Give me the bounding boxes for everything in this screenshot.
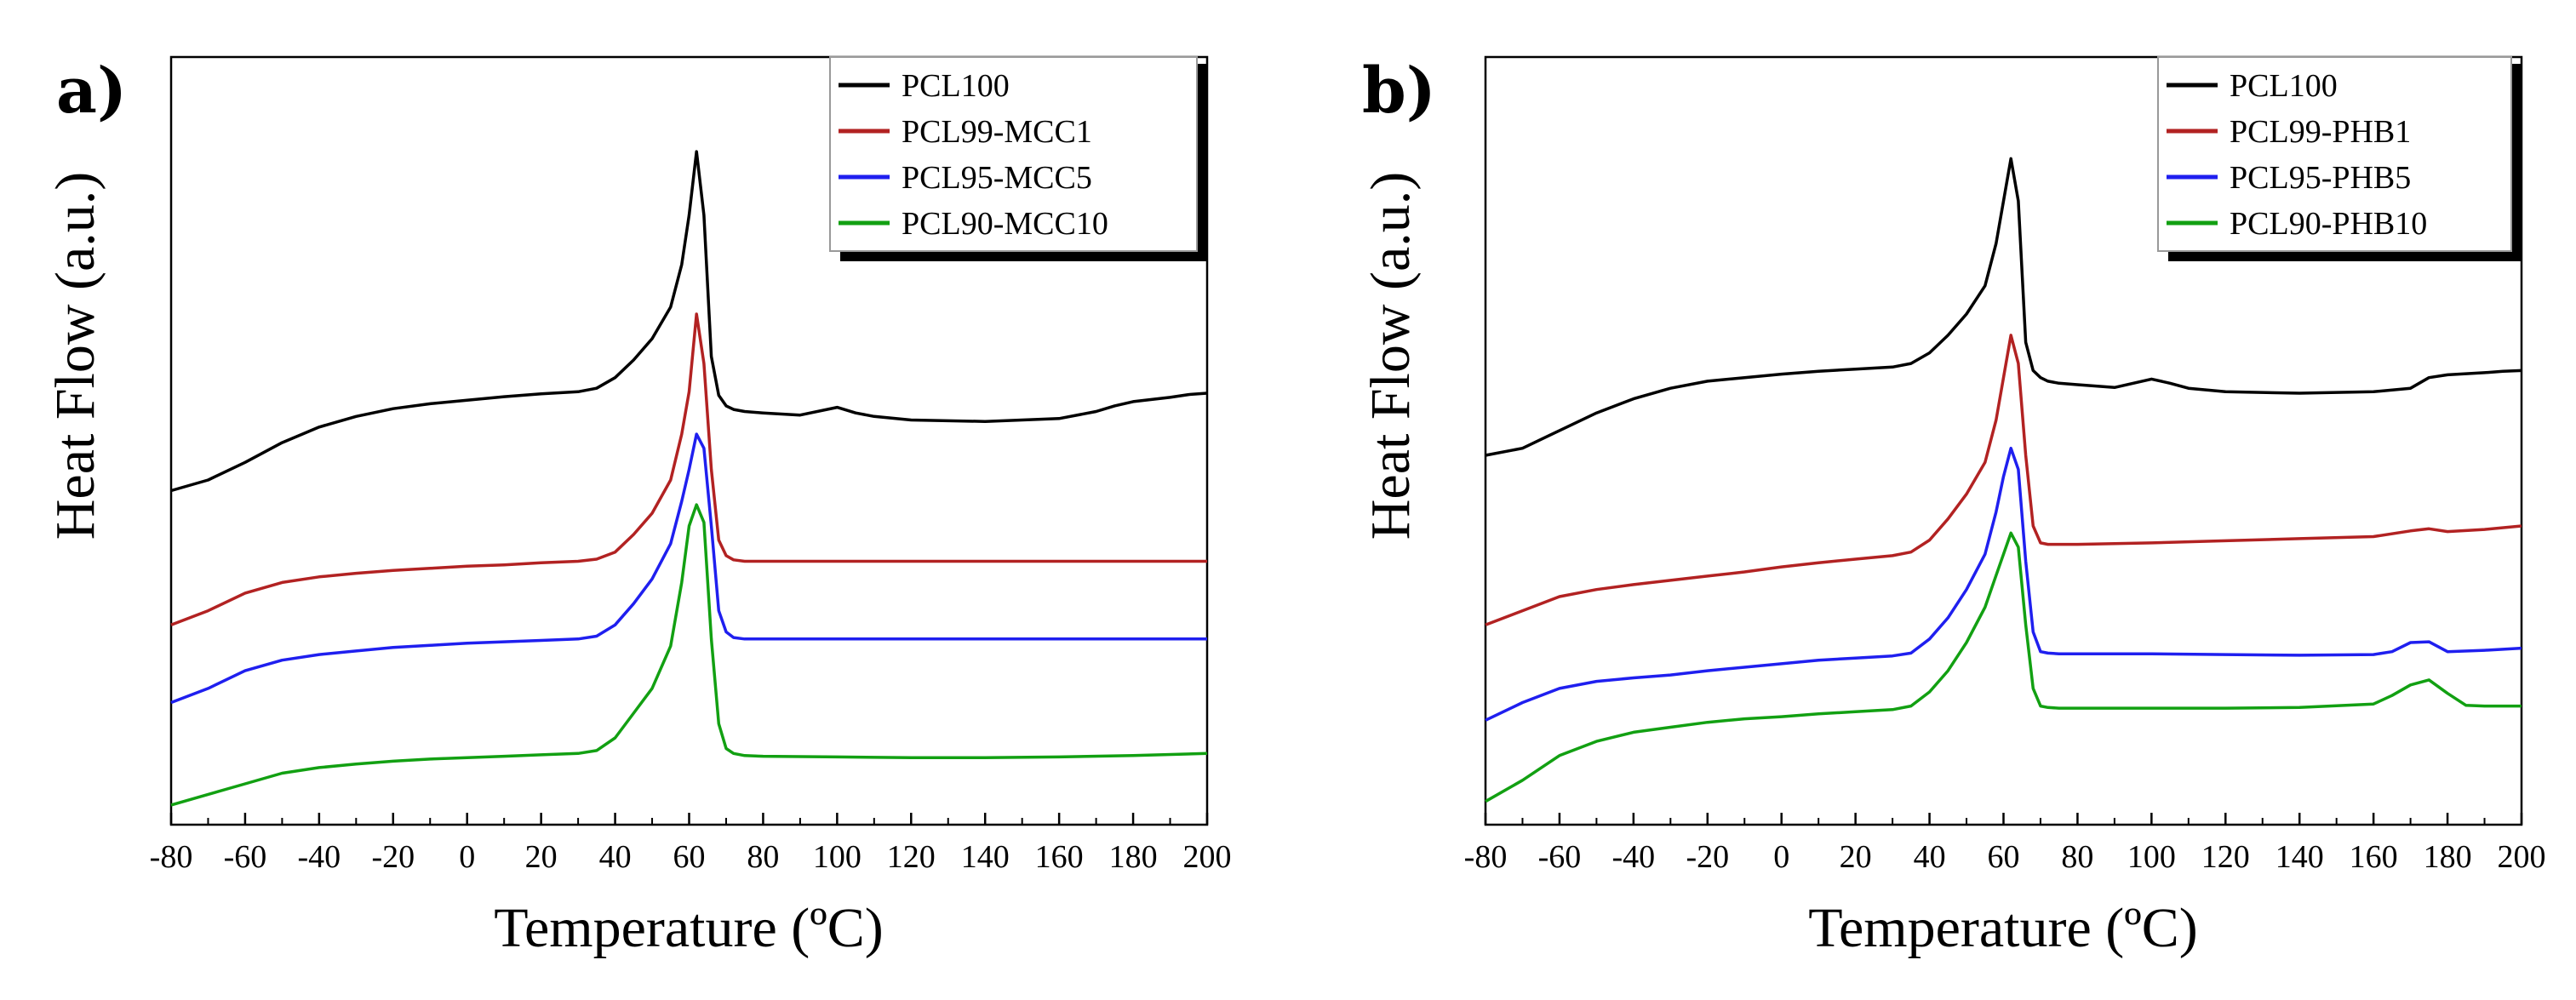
series-line-pcl90-mcc10	[170, 503, 1208, 807]
series-line-pcl95-mcc5	[170, 432, 1207, 705]
x-tick-label: 120	[887, 839, 936, 875]
panel-b-legend-box	[2157, 56, 2512, 252]
legend-label: PCL95-PHB5	[2230, 160, 2411, 196]
x-tick-label: 160	[1035, 839, 1084, 875]
panel-b-series	[1485, 157, 2522, 803]
x-tick-label: 160	[2350, 839, 2398, 875]
panel-b-legend: PCL100 PCL99-PHB1 PCL95-PHB5 PCL90-PHB10	[2157, 56, 2522, 261]
legend-label: PCL90-PHB10	[2230, 206, 2427, 242]
x-tick-label: 80	[747, 839, 779, 875]
panel-b-x-ticks: -80 -60 -40 -20 0 20 40 60 80 100 120 140 160 180 200	[1464, 813, 2546, 875]
x-tick-label: 100	[2127, 839, 2176, 875]
x-tick-label: 180	[1109, 839, 1158, 875]
x-tick-label: 60	[1988, 839, 2020, 875]
x-tick-label: 80	[2061, 839, 2093, 875]
x-tick-label: -80	[1464, 839, 1508, 875]
series-line-pcl100	[1485, 157, 2522, 457]
panel-b-x-axis-title: Temperature (ºC)	[1808, 897, 2197, 959]
legend-label: PCL99-PHB1	[2230, 114, 2411, 150]
x-tick-label: 140	[961, 839, 1010, 875]
x-tick-label: -20	[371, 839, 415, 875]
x-tick-label: 40	[599, 839, 632, 875]
series-line-pcl90-phb10	[1485, 531, 2522, 803]
series-line-pcl99-mcc1	[170, 312, 1207, 626]
x-tick-label: 0	[459, 839, 475, 875]
legend-label: PCL99-MCC1	[902, 114, 1092, 150]
panel-a-series	[170, 150, 1208, 807]
panel-b-chart: b) -80 -60 -40 -20 0 20 40 60 80 100 120 140 160 180 2…	[1360, 54, 2546, 959]
x-tick-label: 0	[1773, 839, 1789, 875]
x-tick-label: 180	[2424, 839, 2472, 875]
panel-a-y-axis-title: Heat Flow (a.u.)	[44, 172, 106, 540]
x-tick-label: 140	[2275, 839, 2324, 875]
legend-label: PCL100	[902, 68, 1010, 104]
panel-a-legend: PCL100 PCL99-MCC1 PCL95-MCC5 PCL90-MCC10	[829, 56, 1207, 261]
x-tick-label: 100	[813, 839, 862, 875]
panel-a-label: a)	[56, 54, 127, 128]
x-tick-label: -60	[224, 839, 267, 875]
x-tick-label: 40	[1914, 839, 1946, 875]
panel-a-x-ticks: -80 -60 -40 -20 0 20 40 60 80 100 120 140 160 180 200	[150, 813, 1232, 875]
series-line-pcl100	[170, 150, 1208, 493]
x-tick-label: -20	[1686, 839, 1729, 875]
x-tick-label: 120	[2201, 839, 2250, 875]
x-tick-label: -40	[298, 839, 341, 875]
panel-a-legend-box	[829, 56, 1198, 252]
panel-b-label: b)	[1362, 54, 1436, 128]
panel-a-chart: a) -80 -60 -40 -20 0 20 40 60 80 100 120 140 160 180 2…	[44, 54, 1232, 959]
x-tick-label: -60	[1538, 839, 1582, 875]
x-tick-label: 20	[1840, 839, 1872, 875]
panel-b-y-axis-title: Heat Flow (a.u.)	[1360, 172, 1422, 540]
x-tick-label: 20	[525, 839, 558, 875]
legend-label: PCL95-MCC5	[902, 160, 1092, 196]
series-line-pcl95-phb5	[1485, 446, 2522, 722]
x-tick-label: 200	[1183, 839, 1232, 875]
series-line-pcl99-phb1	[1485, 334, 2522, 626]
panel-a-x-axis-title: Temperature (ºC)	[494, 897, 883, 959]
x-tick-label: 60	[673, 839, 706, 875]
x-tick-label: -80	[150, 839, 193, 875]
x-tick-label: -40	[1612, 839, 1656, 875]
legend-label: PCL90-MCC10	[902, 206, 1108, 242]
x-tick-label: 200	[2498, 839, 2546, 875]
legend-label: PCL100	[2230, 68, 2338, 104]
